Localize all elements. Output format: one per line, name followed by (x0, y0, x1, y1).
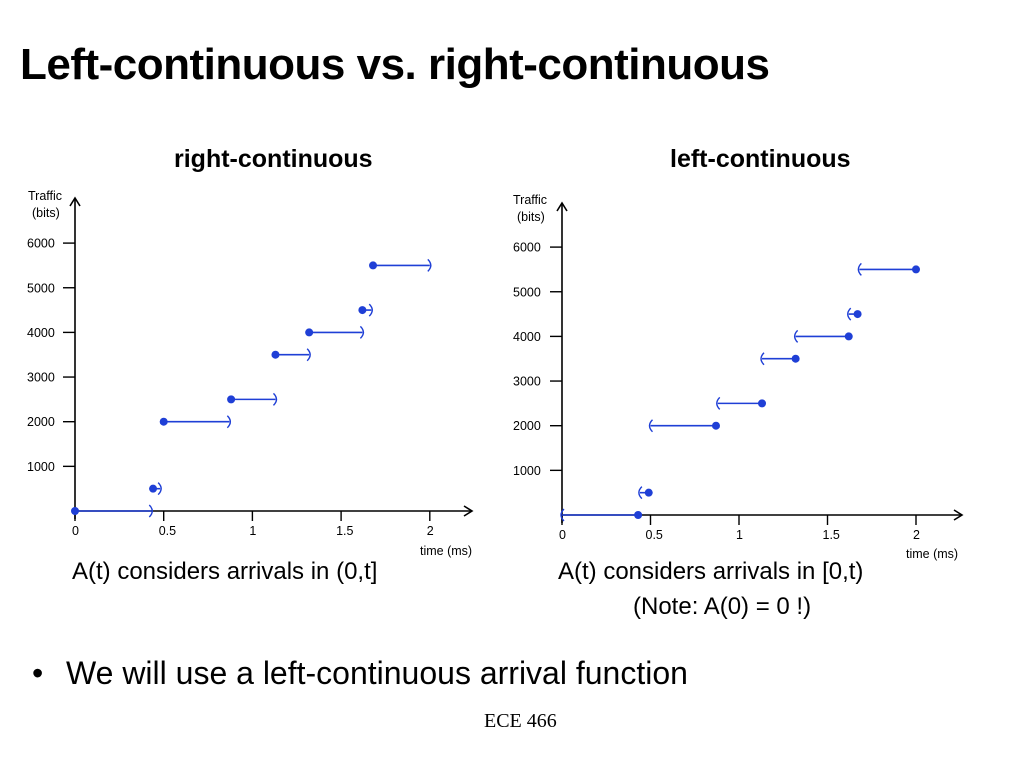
open-endpoint (306, 348, 311, 362)
open-endpoint (716, 396, 721, 410)
y-tick-label: 5000 (513, 285, 541, 299)
closed-endpoint (711, 421, 720, 430)
bullet-marker: • (32, 655, 44, 691)
x-tick-label: 2 (913, 528, 920, 542)
slide-title: Left-continuous vs. right-continuous (20, 40, 770, 89)
closed-endpoint (358, 306, 367, 315)
left-chart-caption: A(t) considers arrivals in [0,t) (558, 558, 864, 585)
left-chart-heading: left-continuous (670, 145, 851, 173)
open-endpoint (148, 504, 153, 518)
open-endpoint (427, 258, 432, 272)
bullet-item: • We will use a left-continuous arrival f… (32, 655, 688, 692)
y-tick-label: 4000 (513, 330, 541, 344)
open-endpoint (560, 508, 565, 522)
y-axis-label-units: (bits) (517, 210, 545, 224)
closed-endpoint (644, 488, 653, 497)
x-axis-arrow (463, 505, 474, 517)
y-tick-label: 2000 (513, 419, 541, 433)
closed-endpoint (634, 511, 643, 519)
x-tick-label: 0 (559, 528, 566, 542)
x-axis-label: time (ms) (906, 547, 958, 561)
open-endpoint (359, 325, 365, 339)
open-endpoint (847, 307, 852, 321)
left-chart-note: (Note: A(0) = 0 !) (633, 593, 812, 620)
open-endpoint (272, 392, 278, 406)
y-axis-label-units: (bits) (32, 206, 60, 220)
y-tick-label: 3000 (513, 375, 541, 389)
open-endpoint (760, 352, 765, 366)
x-axis-arrow (953, 509, 964, 521)
y-tick-label: 1000 (27, 460, 55, 474)
closed-endpoint (271, 350, 280, 359)
open-endpoint (638, 486, 643, 500)
x-tick-label: 1 (736, 528, 743, 542)
y-tick-label: 5000 (27, 281, 55, 295)
open-endpoint (157, 482, 162, 496)
open-endpoint (226, 415, 232, 429)
open-endpoint (793, 329, 799, 343)
y-axis-label: Traffic (513, 193, 547, 207)
closed-endpoint (159, 417, 168, 426)
closed-endpoint (71, 507, 79, 515)
x-tick-label: 1.5 (336, 524, 353, 538)
y-axis-arrow (69, 196, 81, 207)
x-tick-label: 0.5 (646, 528, 663, 542)
y-tick-label: 4000 (27, 326, 55, 340)
x-tick-label: 1 (249, 524, 256, 538)
y-axis-arrow (556, 201, 568, 212)
bullet-text: We will use a left-continuous arrival fu… (66, 655, 688, 691)
open-endpoint (368, 303, 373, 317)
x-tick-label: 0 (72, 524, 79, 538)
open-endpoint (648, 419, 654, 433)
closed-endpoint (369, 261, 378, 270)
slide-footer: ECE 466 (484, 710, 557, 732)
x-tick-label: 1.5 (823, 528, 840, 542)
closed-endpoint (227, 395, 236, 404)
closed-endpoint (758, 399, 767, 408)
y-tick-label: 3000 (27, 371, 55, 385)
right-chart-caption: A(t) considers arrivals in (0,t] (72, 558, 378, 585)
left-continuous-chart: 1000 2000 3000 4000 5000 6000 0 0.5 1 1.5 2 Traffic… (513, 193, 964, 561)
closed-endpoint (853, 310, 862, 319)
closed-endpoint (305, 328, 314, 337)
right-chart-heading: right-continuous (174, 145, 373, 173)
x-tick-label: 0.5 (159, 524, 176, 538)
closed-endpoint (149, 484, 158, 493)
y-tick-label: 2000 (27, 415, 55, 429)
closed-endpoint (791, 354, 800, 363)
closed-endpoint (844, 332, 853, 341)
y-tick-label: 1000 (513, 464, 541, 478)
closed-endpoint (912, 265, 920, 274)
y-tick-label: 6000 (513, 241, 541, 255)
y-axis-label: Traffic (28, 189, 62, 203)
x-axis-label: time (ms) (420, 544, 472, 558)
y-tick-label: 6000 (27, 237, 55, 251)
open-endpoint (857, 262, 862, 276)
right-continuous-chart: 1000 2000 3000 4000 5000 6000 0 0.5 1 1.5 2 Traffic… (27, 189, 474, 558)
x-tick-label: 2 (427, 524, 434, 538)
